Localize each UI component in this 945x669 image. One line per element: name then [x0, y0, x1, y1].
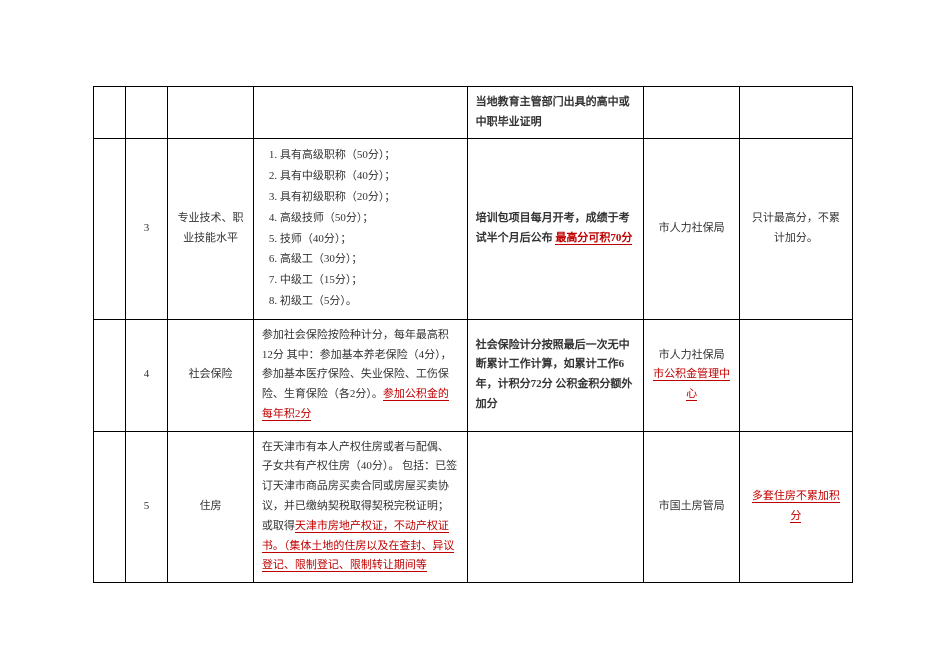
cell-rules: 具有高级职称（50分）； 具有中级职称（40分）； 具有初级职称（20分）； 高… — [253, 139, 467, 319]
cell-rules: 在天津市有本人产权住房或者与配偶、子女共有产权住房（40分）。 包括：已签订天津… — [253, 431, 467, 583]
cell-category: 专业技术、职业技能水平 — [168, 139, 254, 319]
cell-dept: 市人力社保局 市公积金管理中心 — [644, 319, 740, 431]
cell-remark: 只计最高分，不累计加分。 — [740, 139, 852, 319]
cell-remark — [740, 86, 852, 139]
cell-notes — [467, 431, 643, 583]
cell-blank — [93, 431, 125, 583]
cell-remark — [740, 319, 852, 431]
rules-list: 具有高级职称（50分）； 具有中级职称（40分）； 具有初级职称（20分）； 高… — [262, 146, 459, 311]
rule-item: 高级工（30分）； — [280, 250, 459, 270]
rule-item: 具有初级职称（20分）； — [280, 188, 459, 208]
dept-highlight: 市公积金管理中心 — [653, 368, 730, 401]
cell-category: 住房 — [168, 431, 254, 583]
rule-item: 具有中级职称（40分）； — [280, 167, 459, 187]
document-page: 当地教育主管部门出具的高中或中职毕业证明 3 专业技术、职业技能水平 具有高级职… — [93, 86, 853, 584]
cell-rules: 参加社会保险按险种计分，每年最高积12分 其中：参加基本养老保险（4分），参加基… — [253, 319, 467, 431]
cell-blank — [93, 319, 125, 431]
cell-category: 社会保险 — [168, 319, 254, 431]
cell-rules — [253, 86, 467, 139]
table-row: 5 住房 在天津市有本人产权住房或者与配偶、子女共有产权住房（40分）。 包括：… — [93, 431, 852, 583]
rule-item: 中级工（15分）； — [280, 271, 459, 291]
table-row: 当地教育主管部门出具的高中或中职毕业证明 — [93, 86, 852, 139]
dept-text: 市人力社保局 — [659, 349, 725, 361]
rule-item: 具有高级职称（50分）； — [280, 146, 459, 166]
cell-num — [125, 86, 168, 139]
rule-item: 初级工（5分）。 — [280, 292, 459, 312]
rule-item: 高级技师（50分）； — [280, 209, 459, 229]
cell-dept: 市人力社保局 — [644, 139, 740, 319]
cell-notes: 培训包项目每月开考，成绩于考试半个月后公布 最高分可积70分 — [467, 139, 643, 319]
cell-blank — [93, 86, 125, 139]
rule-item: 技师（40分）； — [280, 230, 459, 250]
cell-num: 3 — [125, 139, 168, 319]
cell-category — [168, 86, 254, 139]
cell-num: 5 — [125, 431, 168, 583]
cell-notes: 当地教育主管部门出具的高中或中职毕业证明 — [467, 86, 643, 139]
remark-highlight: 多套住房不累加积分 — [752, 490, 840, 523]
cell-num: 4 — [125, 319, 168, 431]
cell-blank — [93, 139, 125, 319]
points-table: 当地教育主管部门出具的高中或中职毕业证明 3 专业技术、职业技能水平 具有高级职… — [93, 86, 853, 584]
table-row: 4 社会保险 参加社会保险按险种计分，每年最高积12分 其中：参加基本养老保险（… — [93, 319, 852, 431]
cell-dept: 市国土房管局 — [644, 431, 740, 583]
cell-notes: 社会保险计分按照最后一次无中断累计工作计算，如累计工作6年，计积分72分 公积金… — [467, 319, 643, 431]
cell-remark: 多套住房不累加积分 — [740, 431, 852, 583]
notes-highlight: 最高分可积70分 — [555, 232, 632, 245]
cell-dept — [644, 86, 740, 139]
table-row: 3 专业技术、职业技能水平 具有高级职称（50分）； 具有中级职称（40分）； … — [93, 139, 852, 319]
rules-text: 在天津市有本人产权住房或者与配偶、子女共有产权住房（40分）。 包括：已签订天津… — [262, 441, 457, 532]
